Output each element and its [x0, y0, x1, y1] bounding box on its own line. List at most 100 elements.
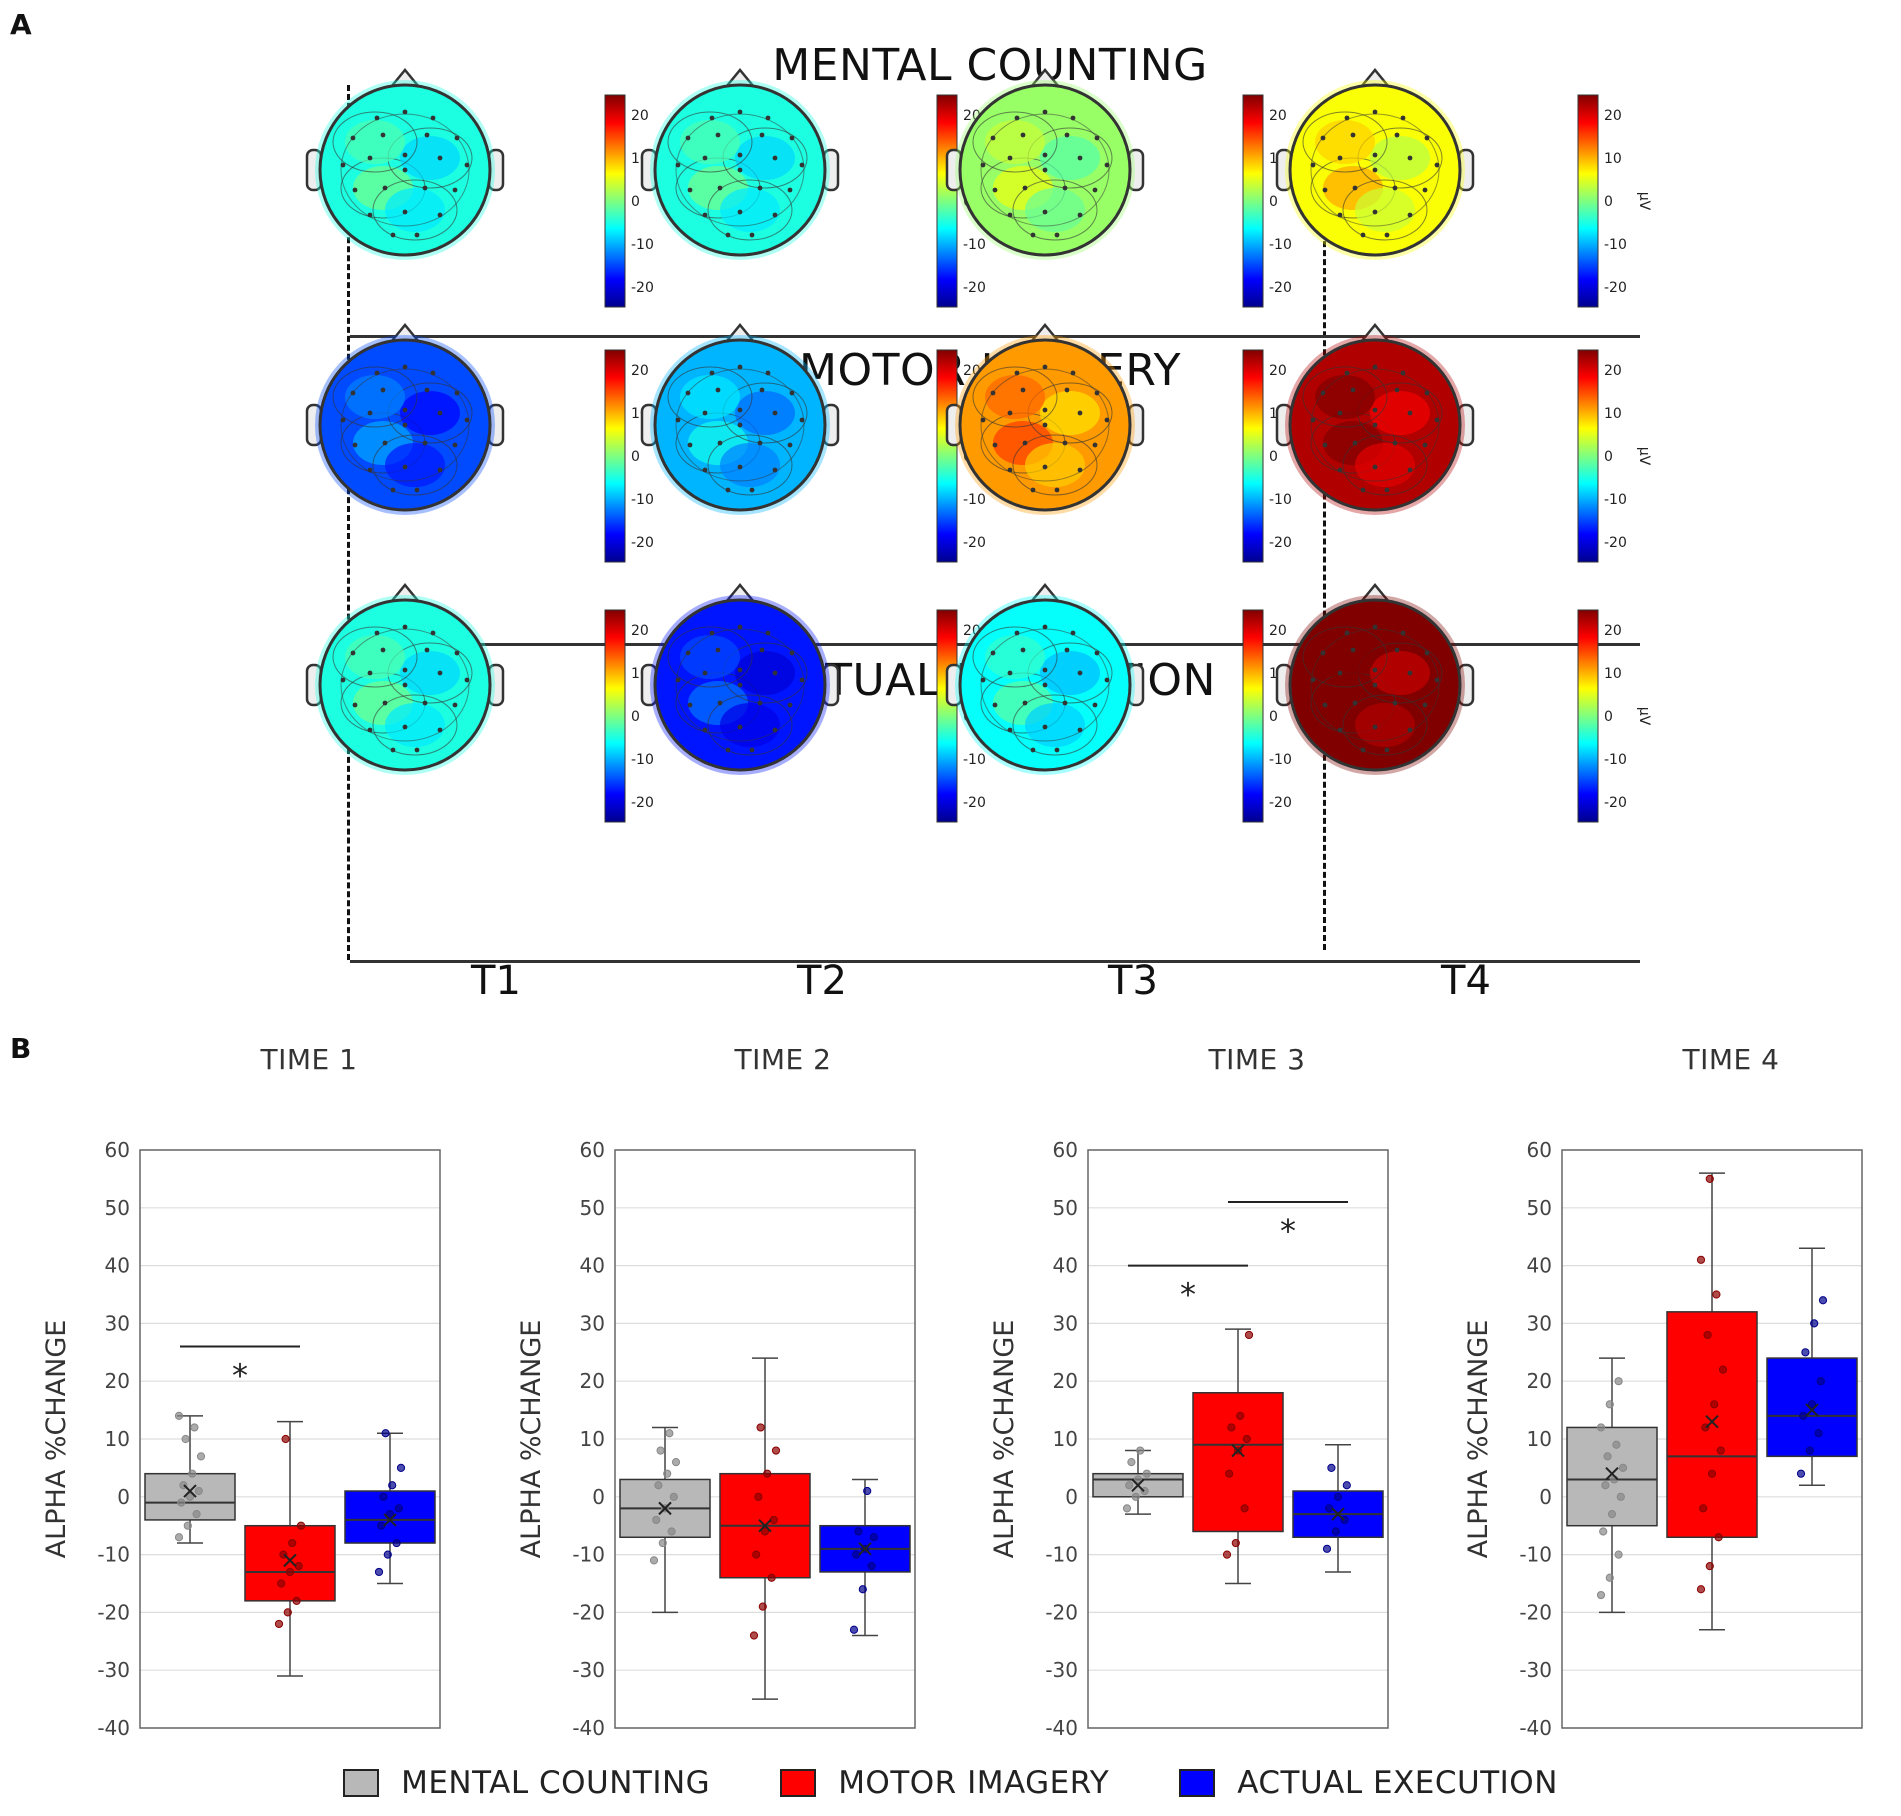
data-point	[1125, 1481, 1134, 1490]
electrode-marker	[1070, 115, 1076, 121]
contour-line-4	[1342, 434, 1428, 496]
electrode-marker	[1310, 162, 1316, 168]
electrode-marker	[1042, 464, 1048, 470]
row-divider-1	[350, 335, 1640, 338]
electrode-marker	[1014, 370, 1020, 376]
y-tick-label: -40	[1519, 1716, 1552, 1740]
mean-marker	[283, 1553, 297, 1568]
data-point	[1814, 1429, 1823, 1438]
data-point	[1801, 1348, 1810, 1357]
boxplot-time-2: -40 -30 -20 -10 0 10 20 30 40 50 60 ALPHA %CHANGE	[516, 1138, 916, 1740]
iqr-box	[1566, 1426, 1658, 1527]
contour-blob-4	[385, 443, 445, 487]
y-tick-label: -40	[572, 1716, 605, 1740]
electrode-marker	[772, 670, 778, 676]
electrode-marker	[1007, 410, 1013, 416]
electrode-marker	[1007, 467, 1013, 473]
electrode-marker	[464, 677, 470, 683]
electrode-marker	[390, 747, 396, 753]
data-point	[1122, 1504, 1132, 1513]
colorbar-tick-label: 0	[631, 709, 640, 725]
data-point	[1707, 1469, 1717, 1478]
contour-blob-3	[985, 120, 1045, 164]
electrode-marker	[1392, 185, 1398, 191]
contour-blob-2	[735, 651, 795, 695]
data-point	[381, 1429, 390, 1438]
topomap-r2-t3	[945, 323, 1145, 515]
electrode-marker	[1400, 370, 1406, 376]
nose-shape	[390, 583, 420, 603]
electrode-marker	[1360, 747, 1366, 753]
box-title-time-4: TIME 4	[1682, 1043, 1780, 1076]
y-tick-label: 20	[1527, 1369, 1552, 1393]
data-point	[1696, 1585, 1706, 1594]
electrode-marker	[402, 724, 408, 730]
electrode-marker	[1077, 467, 1083, 473]
electrode-marker	[452, 702, 458, 708]
electrode-marker	[990, 650, 996, 656]
electrode-marker	[737, 152, 743, 158]
electrode-marker	[702, 727, 708, 733]
electrode-marker	[380, 647, 386, 653]
electrode-marker	[772, 467, 778, 473]
topomap-r1-t2	[640, 68, 840, 260]
electrode-marker	[422, 440, 428, 446]
electrode-marker	[1424, 135, 1430, 141]
y-tick-label: 60	[1053, 1138, 1078, 1162]
y-tick-label: 0	[117, 1485, 130, 1509]
electrode-marker	[1007, 670, 1013, 676]
plot-frame	[139, 1149, 441, 1729]
iqr-box	[144, 1472, 236, 1521]
y-tick-label: 40	[580, 1254, 605, 1278]
contour-blob-3	[985, 375, 1045, 419]
electrode-marker	[414, 747, 420, 753]
contour-blob-3	[1315, 635, 1375, 679]
electrode-marker	[1020, 132, 1026, 138]
electrode-marker	[765, 370, 771, 376]
electrode-marker	[1020, 387, 1026, 393]
contour-line-3	[332, 111, 418, 173]
data-point	[656, 1446, 665, 1455]
electrode-marker	[437, 410, 443, 416]
data-point	[174, 1411, 184, 1420]
electrode-marker	[1022, 185, 1028, 191]
colorbar-tick-label: -20	[1604, 280, 1627, 296]
nose-shape	[1360, 68, 1390, 88]
contour-blob-2	[1370, 391, 1430, 435]
y-tick-label: -10	[1519, 1543, 1552, 1567]
mean-marker	[1605, 1466, 1619, 1481]
electrode-marker	[709, 630, 715, 636]
iqr-box	[1292, 1490, 1384, 1539]
electrode-marker	[1352, 700, 1358, 706]
contour-line-4	[372, 179, 458, 241]
colorbar-tick-label: -20	[1604, 795, 1627, 811]
electrode-marker	[1392, 700, 1398, 706]
electrode-marker	[1092, 702, 1098, 708]
electrode-marker	[725, 487, 731, 493]
colorbar-tick-label: 0	[631, 194, 640, 210]
data-point	[1612, 1440, 1621, 1449]
electrode-marker	[980, 417, 986, 423]
electrode-marker	[1392, 440, 1398, 446]
electrode-marker	[1070, 370, 1076, 376]
electrode-marker	[702, 410, 708, 416]
electrode-marker	[757, 185, 763, 191]
data-point	[1601, 1481, 1610, 1490]
electrode-marker	[709, 370, 715, 376]
y-tick-label: 60	[580, 1138, 605, 1162]
contour-blob-2	[1370, 651, 1430, 695]
significance-star: *	[1280, 1212, 1296, 1250]
contour-blob-2	[400, 391, 460, 435]
electrode-marker	[402, 682, 408, 688]
box-title-time-2: TIME 2	[734, 1043, 832, 1076]
y-tick-label: 50	[1053, 1196, 1078, 1220]
electrode-marker	[737, 724, 743, 730]
colorbar-tick-label: 20	[1269, 363, 1287, 379]
electrode-marker	[789, 135, 795, 141]
mean-marker	[758, 1518, 772, 1533]
y-tick-label: 0	[1065, 1485, 1078, 1509]
electrode-marker	[1310, 677, 1316, 683]
electrode-marker	[1372, 209, 1378, 215]
electrode-marker	[1372, 407, 1378, 413]
electrode-marker	[380, 132, 386, 138]
